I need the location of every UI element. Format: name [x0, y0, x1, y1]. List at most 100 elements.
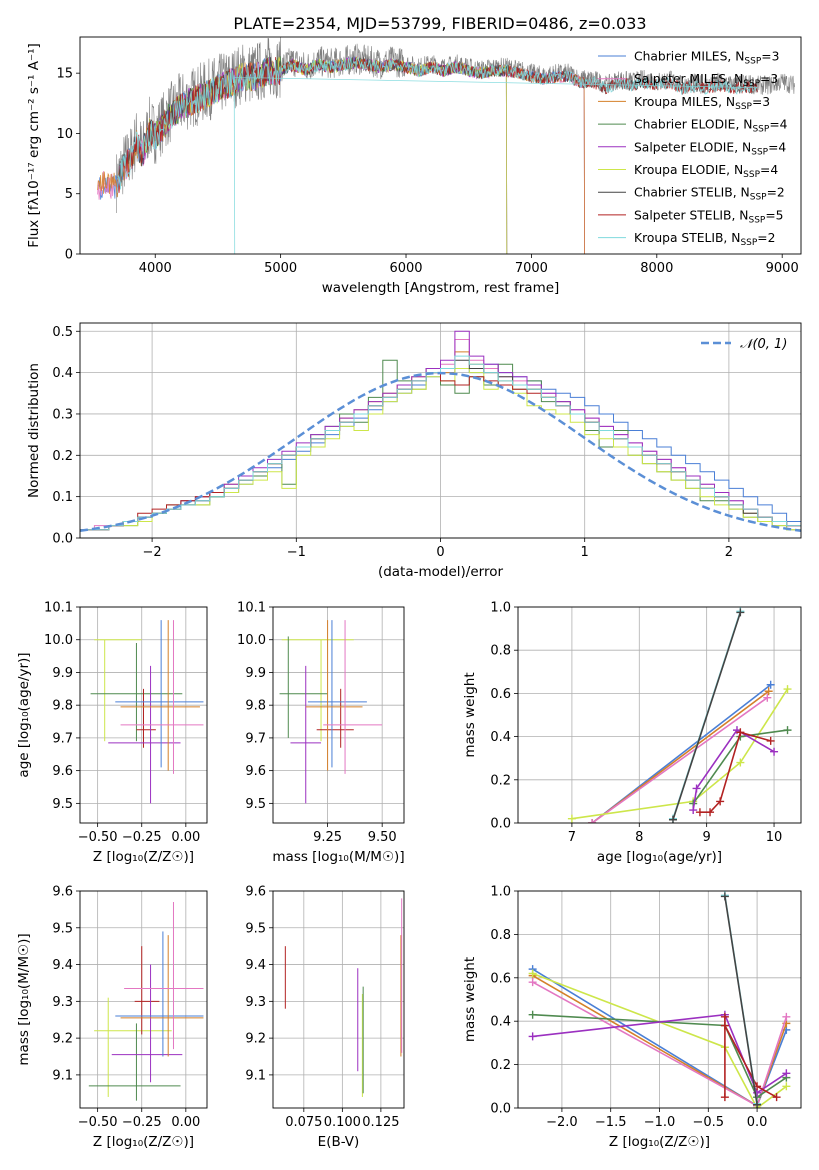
y-tick-label: 9.5 [245, 797, 266, 812]
x-tick-label: 10 [766, 830, 783, 845]
x-tick-label: −0.25 [122, 1115, 162, 1130]
weight-marker [782, 1082, 791, 1091]
y-tick-label: 9.2 [245, 1032, 266, 1047]
y-tick-label: 15 [56, 67, 73, 82]
weight-marker [706, 808, 715, 817]
legend-label: Kroupa ELODIE, NSSP=4 [634, 163, 778, 180]
panel-massweight_vs_age: 7 8 9 10 0.0 0.2 0.4 0.6 0.8 1.0 age [log₁₀(age/yr… [462, 601, 802, 865]
y-tick-label: 9.4 [52, 958, 73, 973]
y-tick-label: 1.0 [490, 601, 511, 616]
weight-marker [528, 969, 537, 978]
panel-age_vs_Z: −0.50 −0.25 0.00 9.5 9.6 9.7 9.8 9.9 10.0 10.1 Z [… [16, 601, 208, 865]
y-tick-label: 0.6 [490, 971, 511, 986]
y-tick-label: 9.6 [245, 885, 266, 900]
plot-area [90, 620, 204, 804]
y-tick-label: 0.0 [52, 532, 73, 547]
y-tick-label: 0.4 [52, 366, 73, 381]
x-tick-label: 4000 [139, 261, 172, 276]
x-tick-label: 0.100 [324, 1115, 361, 1130]
axes-frame [79, 322, 802, 539]
plot-area [567, 607, 792, 823]
y-tick-label: 9.5 [52, 797, 73, 812]
y-tick-label: 9.4 [245, 958, 266, 973]
y-axis-label: age [log₁₀(age/yr)] [16, 652, 32, 777]
y-tick-label: 9.2 [52, 1032, 73, 1047]
y-axis-label: mass weight [462, 672, 478, 757]
x-tick-label: −0.5 [693, 1115, 725, 1130]
x-tick-label: 6000 [389, 261, 422, 276]
axes-frame [272, 606, 405, 824]
y-tick-label: 0 [65, 248, 73, 263]
x-tick-label: −1.5 [595, 1115, 627, 1130]
plot-area [284, 898, 403, 1097]
y-tick-label: 9.3 [52, 995, 73, 1010]
x-tick-label: 7 [568, 830, 576, 845]
y-tick-label: 0.4 [490, 1015, 511, 1030]
weight-line [591, 697, 768, 823]
panel-residuals: −2 −1 0 1 2 0.0 0.1 0.2 0.3 0.4 0.5 (data-model)/er… [26, 322, 802, 580]
legend-label: Salpeter ELODIE, NSSP=4 [634, 140, 786, 157]
y-tick-label: 9.9 [52, 666, 73, 681]
axes-frame [517, 606, 802, 824]
weight-marker [782, 1012, 791, 1021]
plot-area [279, 620, 383, 804]
x-tick-label: 8000 [640, 261, 673, 276]
axes-frame [272, 890, 405, 1109]
histogram-step [80, 355, 801, 531]
y-tick-label: 9.9 [245, 666, 266, 681]
x-tick-label: −1.0 [644, 1115, 676, 1130]
x-tick-label: 7000 [515, 261, 548, 276]
y-tick-label: 9.7 [52, 731, 73, 746]
x-tick-label: 0.0 [747, 1115, 768, 1130]
legend-label: Salpeter STELIB, NSSP=5 [634, 208, 784, 225]
x-axis-label: E(B-V) [318, 1134, 360, 1150]
weight-marker [736, 608, 745, 617]
y-axis-label: Normed distribution [26, 363, 42, 498]
x-tick-label: 8 [635, 830, 643, 845]
weight-marker [782, 1069, 791, 1078]
x-tick-label: 9000 [766, 261, 799, 276]
panel-massweight_vs_Z: −2.0 −1.5 −1.0 −0.5 0.0 0.0 0.2 0.4 0.6 0.8 1.0 Z [… [462, 885, 802, 1150]
weight-marker [692, 784, 701, 793]
x-tick-label: 0.00 [171, 1115, 200, 1130]
weight-line [532, 1013, 787, 1099]
plot-area [88, 902, 204, 1101]
weight-marker [695, 808, 704, 817]
weight-marker [716, 797, 725, 806]
weight-marker [720, 1012, 729, 1021]
weight-marker [753, 1100, 762, 1108]
weight-marker [764, 687, 773, 696]
weight-marker [783, 726, 792, 735]
y-tick-label: 9.3 [245, 995, 266, 1010]
y-axis-label: mass weight [462, 957, 478, 1042]
y-tick-label: 10.1 [237, 601, 266, 616]
x-tick-label: 5000 [264, 261, 297, 276]
y-tick-label: 0.8 [490, 928, 511, 943]
x-axis-label: age [log₁₀(age/yr)] [597, 849, 722, 865]
weight-line [532, 972, 787, 1108]
y-tick-label: 5 [65, 187, 73, 202]
weight-line [724, 896, 758, 1105]
weight-marker [766, 736, 775, 745]
x-tick-label: 0.075 [285, 1115, 322, 1130]
y-axis-label: Flux [fλ10⁻¹⁷ erg cm⁻² s⁻¹ A⁻¹] [26, 43, 42, 248]
y-axis-label: mass [log₁₀(M/M☉)] [16, 933, 32, 1065]
panel-mass_vs_Z: −0.50 −0.25 0.00 9.1 9.2 9.3 9.4 9.5 9.6 Z [log₁₀… [16, 885, 208, 1150]
weight-marker [770, 747, 779, 756]
x-tick-label: 0 [436, 545, 444, 560]
legend-label: 𝒩(0, 1) [740, 337, 787, 352]
weight-marker [763, 693, 772, 702]
x-tick-label: −0.50 [78, 1115, 118, 1130]
y-tick-label: 9.6 [52, 885, 73, 900]
legend-label: Kroupa STELIB, NSSP=2 [634, 231, 775, 248]
x-tick-label: 2 [725, 545, 733, 560]
weight-marker [736, 758, 745, 767]
axes-frame [79, 36, 802, 255]
figure-title: PLATE=2354, MJD=53799, FIBERID=0486, z=0… [233, 14, 646, 33]
axes-frame [79, 890, 208, 1109]
weight-marker [528, 978, 537, 987]
y-tick-label: 9.8 [52, 699, 73, 714]
weight-line [571, 688, 789, 820]
axes-frame [517, 890, 802, 1109]
y-tick-label: 10.0 [44, 633, 73, 648]
